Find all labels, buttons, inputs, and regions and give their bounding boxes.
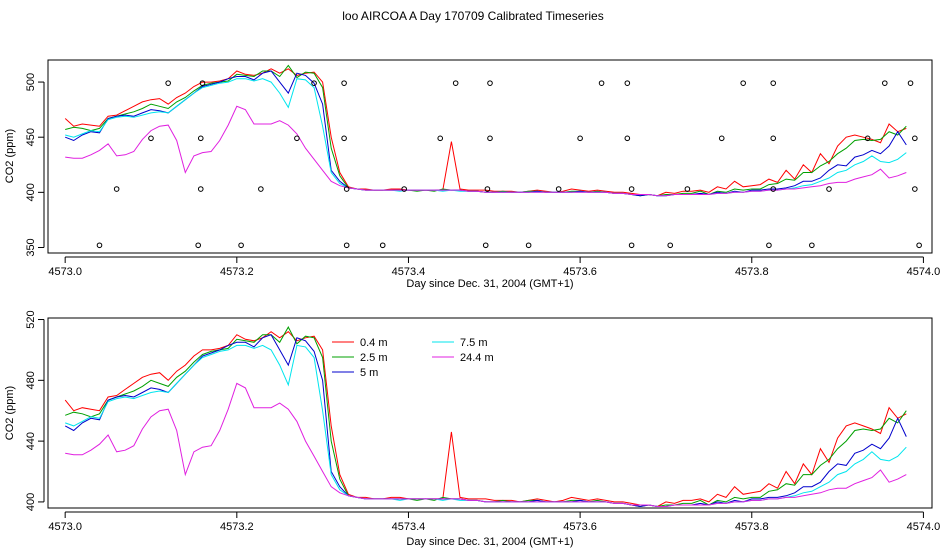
top-marker-point <box>770 186 777 192</box>
bottom-x-tick-label: 4573.6 <box>563 521 597 533</box>
top-marker-point <box>598 80 605 86</box>
top-marker-point <box>864 135 871 142</box>
bottom-x-tick-label: 4573.2 <box>220 521 254 533</box>
top-y-tick-label: 500 <box>25 73 37 91</box>
top-marker-point <box>667 242 674 249</box>
top-y-axis-label: CO2 (ppm) <box>4 129 16 183</box>
top-marker-point <box>525 242 532 249</box>
legend-label-5-m: 5 m <box>360 367 378 379</box>
top-x-axis-label: Day since Dec. 31, 2004 (GMT+1) <box>406 278 573 290</box>
top-marker-point <box>341 135 347 142</box>
top-marker-point <box>437 135 444 142</box>
top-y-tick-label: 450 <box>25 128 37 146</box>
bottom-x-tick-label: 4573.8 <box>735 521 769 533</box>
top-marker-point <box>624 135 631 142</box>
top-marker-point <box>912 135 918 142</box>
top-x-tick-label: 4573.4 <box>392 266 426 278</box>
bottom-y-tick-label: 480 <box>25 371 37 389</box>
top-marker-point <box>258 186 264 192</box>
bottom-x-tick-label: 4573.4 <box>392 521 426 533</box>
top-marker-point <box>555 186 562 192</box>
top-marker-point <box>311 80 317 86</box>
bottom-y-tick-label: 400 <box>25 493 37 511</box>
legend: 0.4 m 2.5 m 5 m 7.5 m 24.4 m <box>332 337 494 379</box>
bottom-panel: Day since Dec. 31, 2004 (GMT+1) CO2 (ppm… <box>4 310 940 548</box>
top-marker-point <box>238 242 244 249</box>
top-marker-point <box>482 242 489 249</box>
top-marker-point <box>718 135 725 142</box>
bottom-series-line-0-4-m <box>64 331 907 508</box>
top-marker-point <box>148 135 154 142</box>
top-marker-point <box>165 80 171 86</box>
top-marker-point <box>113 186 120 192</box>
top-marker-point <box>487 135 493 142</box>
top-marker-point <box>197 186 204 192</box>
top-x-tick-label: 4573.2 <box>220 266 254 278</box>
top-marker-point <box>628 242 635 249</box>
top-marker-point <box>195 242 201 249</box>
top-x-tick-label: 4573.6 <box>563 266 597 278</box>
top-marker-point <box>907 80 914 86</box>
top-marker-point <box>577 135 583 142</box>
legend-label-2-5-m: 2.5 m <box>360 352 388 364</box>
top-y-tick-label: 400 <box>25 183 37 201</box>
bottom-y-tick-label: 520 <box>25 310 37 328</box>
top-x-tick-label: 4574.0 <box>907 266 941 278</box>
legend-label-0-4-m: 0.4 m <box>360 337 388 349</box>
top-marker-point <box>343 186 350 192</box>
top-marker-point <box>487 80 493 86</box>
bottom-series-line-24-4-m <box>65 382 907 507</box>
top-marker-point <box>197 135 204 142</box>
top-marker-point <box>96 242 103 249</box>
top-y-tick-label: 350 <box>25 238 37 256</box>
top-marker-point <box>484 186 491 192</box>
top-marker-point <box>341 80 347 86</box>
bottom-x-tick-label: 4573.0 <box>48 521 82 533</box>
top-marker-point <box>912 186 918 192</box>
top-marker-point <box>881 80 888 86</box>
top-plot-frame <box>47 59 933 254</box>
top-marker-point <box>684 186 691 192</box>
top-series-line-2-5-m <box>65 64 907 197</box>
top-marker-point <box>740 80 746 86</box>
top-marker-point <box>379 242 386 249</box>
top-marker-point <box>628 186 635 192</box>
top-marker-point <box>916 242 922 249</box>
bottom-y-tick-label: 440 <box>25 432 37 450</box>
top-panel: Day since Dec. 31, 2004 (GMT+1) CO2 (ppm… <box>4 59 941 290</box>
top-x-tick-label: 4573.8 <box>735 266 769 278</box>
top-marker-point <box>770 135 777 142</box>
top-marker-point <box>343 242 350 249</box>
top-marker-point <box>826 186 832 192</box>
legend-label-7-5-m: 7.5 m <box>460 337 488 349</box>
bottom-x-tick-label: 4574.0 <box>907 521 941 533</box>
top-marker-point <box>770 80 777 86</box>
top-marker-point <box>401 186 407 192</box>
legend-label-24-4-m: 24.4 m <box>460 352 494 364</box>
top-series-line-5-m <box>65 70 907 197</box>
bottom-x-axis-label: Day since Dec. 31, 2004 (GMT+1) <box>406 536 573 548</box>
bottom-plot-frame <box>47 317 933 509</box>
top-marker-point <box>809 242 815 249</box>
bottom-y-axis-label: CO2 (ppm) <box>4 386 16 440</box>
top-marker-point <box>199 80 206 86</box>
top-marker-point <box>294 135 300 142</box>
top-series-line-0-4-m <box>64 68 907 197</box>
top-marker-point <box>452 80 459 86</box>
top-x-tick-label: 4573.0 <box>48 266 82 278</box>
top-marker-point <box>624 80 631 86</box>
top-marker-point <box>766 242 772 249</box>
top-series-line-24-4-m <box>65 105 907 197</box>
chart-title: loo AIRCOA A Day 170709 Calibrated Times… <box>342 9 603 23</box>
